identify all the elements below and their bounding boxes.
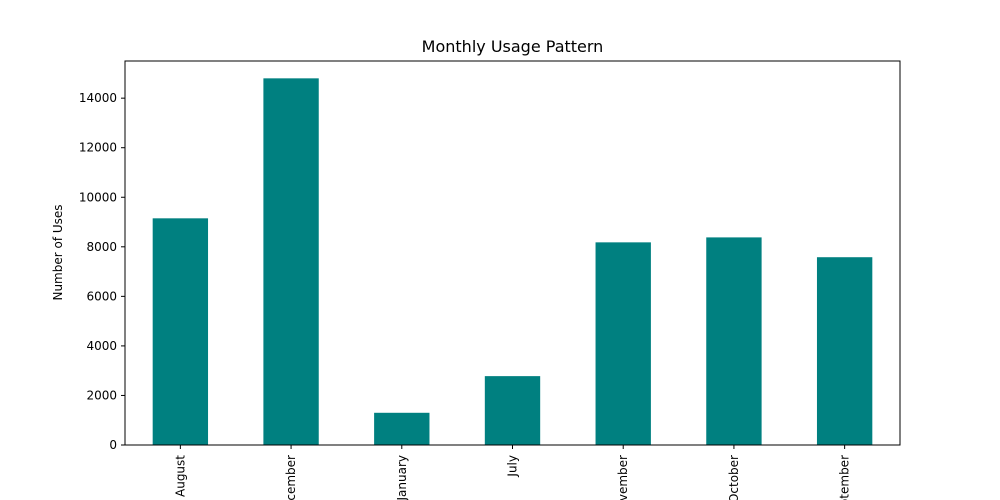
- y-tick-label: 4000: [86, 339, 117, 353]
- y-tick-label: 0: [109, 438, 117, 452]
- plot-frame: [124, 60, 901, 446]
- x-tick-label: August: [173, 455, 187, 497]
- chart-title: Monthly Usage Pattern: [422, 37, 604, 56]
- y-tick-label: 6000: [86, 289, 117, 303]
- bar-october: [706, 237, 762, 445]
- y-tick-label: 14000: [79, 91, 117, 105]
- x-tick-label: July: [506, 455, 520, 478]
- bar-series: [152, 78, 873, 445]
- y-tick-label: 2000: [86, 388, 117, 402]
- x-tick-label: January: [395, 455, 409, 500]
- x-tick-label: September: [838, 455, 852, 500]
- bar-january: [374, 412, 430, 445]
- bar-december: [263, 78, 319, 445]
- y-tick-label: 12000: [79, 141, 117, 155]
- bar-november: [595, 242, 651, 445]
- y-axis-label: Number of Uses: [51, 204, 65, 300]
- x-tick-label: December: [284, 455, 298, 500]
- x-tick-label: November: [616, 455, 630, 500]
- bar-september: [816, 257, 873, 445]
- x-tick-label: October: [727, 455, 741, 500]
- y-axis: 0 2000 4000 6000 8000 10000 12000 14000: [79, 91, 125, 452]
- x-axis: August December January July November October…: [173, 445, 852, 500]
- y-tick-label: 10000: [79, 190, 117, 204]
- bar-august: [152, 218, 209, 445]
- bar-july: [484, 376, 541, 445]
- y-tick-label: 8000: [86, 240, 117, 254]
